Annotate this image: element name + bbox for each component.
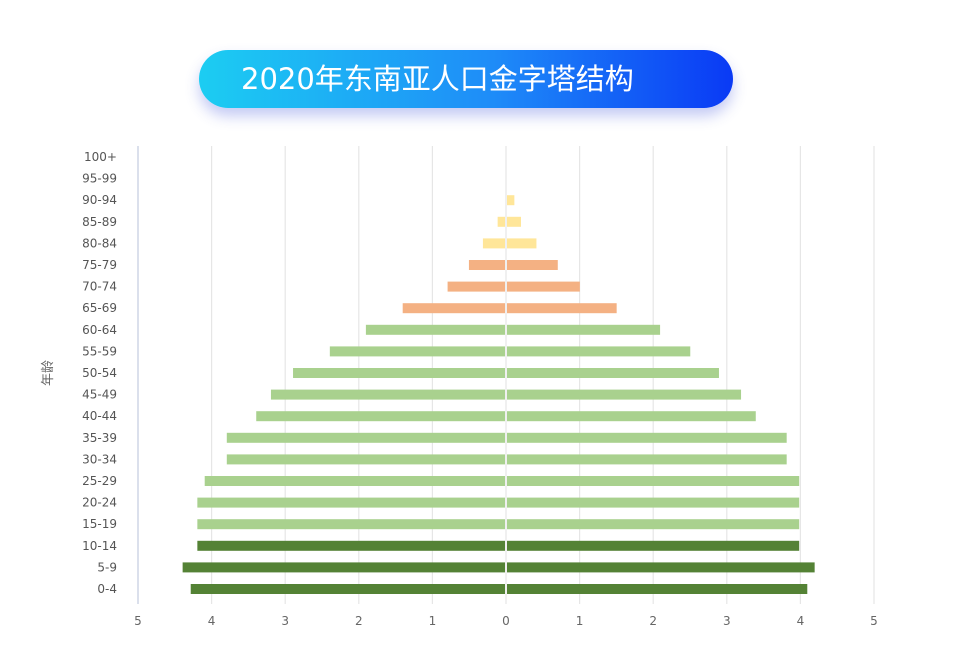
bar-right xyxy=(507,476,800,486)
y-tick-label: 45-49 xyxy=(82,388,117,402)
x-tick-label: 5 xyxy=(870,614,878,628)
bar-left xyxy=(226,432,506,443)
y-tick-label: 65-69 xyxy=(82,301,117,315)
bar-right xyxy=(507,260,558,270)
bar-left xyxy=(482,238,505,249)
bar-left xyxy=(329,346,505,357)
bar-right xyxy=(507,195,515,206)
x-tick-label: 4 xyxy=(797,614,805,628)
y-tick-label: 10-14 xyxy=(82,539,117,553)
bar-right xyxy=(507,432,787,443)
y-tick-label: 80-84 xyxy=(82,236,117,250)
bar-right xyxy=(507,238,537,249)
bar-right xyxy=(507,411,756,422)
bar-right xyxy=(507,454,787,465)
bar-right xyxy=(507,584,808,594)
y-tick-label: 60-64 xyxy=(82,323,117,337)
y-tick-label: 5-9 xyxy=(97,560,117,574)
y-axis-label: 年龄 xyxy=(41,360,56,386)
bar-right xyxy=(507,562,815,573)
y-tick-label: 75-79 xyxy=(82,258,117,272)
bar-right xyxy=(507,497,800,508)
bar-right xyxy=(507,281,580,292)
y-tick-label: 30-34 xyxy=(82,452,117,466)
y-tick-label: 50-54 xyxy=(82,366,117,380)
bar-left xyxy=(402,303,505,314)
x-tick-label: 3 xyxy=(723,614,731,628)
bar-left xyxy=(190,584,505,594)
y-tick-label: 55-59 xyxy=(82,344,117,358)
bar-left xyxy=(197,497,506,508)
y-tick-label: 70-74 xyxy=(82,280,117,294)
bar-right xyxy=(507,216,521,227)
x-tick-label: 4 xyxy=(208,614,216,628)
bar-right xyxy=(507,389,742,400)
y-tick-label: 95-99 xyxy=(82,172,117,186)
bar-right xyxy=(507,540,800,551)
y-tick-label: 25-29 xyxy=(82,474,117,488)
bar-left xyxy=(365,324,505,335)
x-tick-label: 0 xyxy=(502,614,510,628)
y-tick-label: 20-24 xyxy=(82,496,117,510)
x-tick-label: 2 xyxy=(355,614,363,628)
bar-left xyxy=(497,216,505,227)
bar-right xyxy=(507,303,617,314)
y-tick-label: 90-94 xyxy=(82,193,117,207)
y-tick-label: 85-89 xyxy=(82,215,117,229)
bar-right xyxy=(507,346,691,357)
x-tick-label: 2 xyxy=(649,614,657,628)
y-tick-label: 15-19 xyxy=(82,517,117,531)
y-tick-label: 40-44 xyxy=(82,409,117,423)
bar-right xyxy=(507,368,719,378)
bar-left xyxy=(293,368,505,378)
bar-left xyxy=(468,260,505,270)
x-tick-label: 3 xyxy=(281,614,289,628)
bar-left xyxy=(197,519,506,530)
bar-left xyxy=(270,389,505,400)
y-tick-label: 100+ xyxy=(84,150,117,164)
y-tick-label: 35-39 xyxy=(82,431,117,445)
bar-left xyxy=(197,540,506,551)
x-tick-label: 1 xyxy=(576,614,584,628)
bar-left xyxy=(204,476,505,486)
y-tick-label: 0-4 xyxy=(97,582,117,596)
chart-title: 2020年东南亚人口金字塔结构 xyxy=(199,50,733,108)
bar-left xyxy=(447,281,505,292)
bar-right xyxy=(507,519,800,530)
bar-left xyxy=(226,454,506,465)
x-tick-label: 1 xyxy=(429,614,437,628)
bar-left xyxy=(182,562,505,573)
bar-left xyxy=(256,411,505,422)
bar-right xyxy=(507,324,661,335)
x-tick-label: 5 xyxy=(134,614,142,628)
